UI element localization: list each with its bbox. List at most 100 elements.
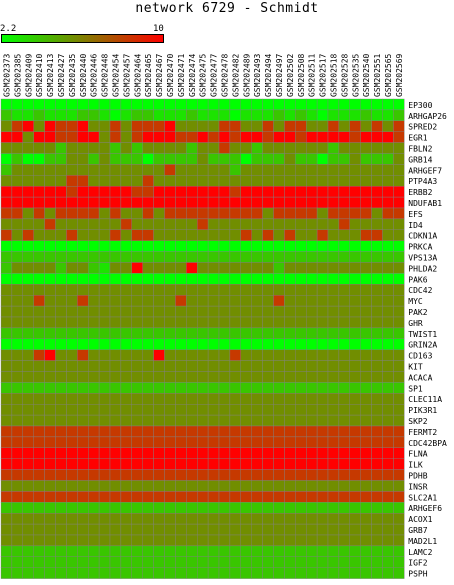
heatmap-cell	[77, 207, 89, 220]
heatmap-cell	[55, 273, 67, 285]
heatmap-cell	[175, 414, 187, 427]
heatmap-cell	[284, 545, 296, 558]
heatmap-cell	[186, 425, 198, 438]
heatmap-cell	[207, 131, 220, 143]
heatmap-cell	[284, 491, 296, 503]
heatmap-cell	[327, 185, 340, 198]
heatmap-cell	[327, 229, 340, 241]
heatmap-cell	[295, 556, 307, 568]
heatmap-cell	[338, 382, 350, 394]
heatmap-cell	[55, 196, 67, 209]
heatmap-cell	[229, 153, 241, 165]
heatmap-cell	[284, 262, 296, 274]
heatmap-cell	[77, 447, 89, 459]
column-label: GSM202385	[13, 53, 22, 97]
heatmap-cell	[207, 251, 220, 263]
heatmap-cell	[22, 207, 34, 220]
heatmap-cell	[77, 513, 89, 525]
heatmap-cell	[393, 393, 405, 405]
heatmap-cell	[164, 305, 176, 318]
heatmap-cell	[338, 513, 350, 525]
heatmap-cell	[338, 251, 350, 263]
heatmap-cell	[131, 447, 143, 459]
heatmap-cell	[175, 153, 187, 165]
heatmap-cell	[327, 502, 340, 514]
heatmap-cell	[371, 502, 383, 514]
heatmap-cell	[382, 262, 394, 274]
heatmap-cell	[44, 491, 56, 503]
heatmap-cell	[142, 185, 154, 198]
heatmap-cell	[316, 218, 329, 230]
heatmap-cell	[229, 556, 241, 568]
heatmap-cell	[284, 382, 296, 394]
heatmap-cell	[218, 414, 231, 427]
heatmap-cell	[218, 142, 231, 154]
heatmap-cell	[131, 371, 143, 383]
heatmap-cell	[120, 240, 133, 252]
heatmap-cell	[306, 273, 318, 285]
heatmap-cell	[262, 513, 274, 525]
row-label: FERMT2	[408, 428, 437, 437]
heatmap-cell	[175, 207, 187, 220]
heatmap-cell	[273, 360, 285, 372]
heatmap-cell	[98, 513, 111, 525]
heatmap-cell	[153, 207, 165, 220]
heatmap-cell	[109, 316, 122, 329]
column-label: GSM202457	[122, 53, 131, 97]
heatmap-cell	[338, 338, 350, 350]
heatmap-cell	[11, 273, 23, 285]
heatmap-cell	[55, 327, 67, 339]
heatmap-cell	[142, 295, 154, 307]
column-label: GSM202482	[231, 53, 240, 97]
heatmap-cell	[142, 131, 154, 143]
heatmap-cell	[22, 567, 34, 579]
heatmap-cell	[218, 327, 231, 339]
heatmap-cell	[153, 436, 165, 448]
heatmap-cell	[316, 207, 329, 220]
heatmap-cell	[316, 229, 329, 241]
heatmap-cell	[22, 534, 34, 547]
heatmap-cell	[22, 273, 34, 285]
heatmap-cell	[349, 404, 361, 416]
heatmap-cell	[11, 251, 23, 263]
heatmap-cell	[349, 142, 361, 154]
heatmap-cell	[251, 218, 263, 230]
heatmap-cell	[349, 196, 361, 209]
heatmap-cell	[186, 349, 198, 361]
row-label: SKP2	[408, 417, 427, 426]
heatmap-cell	[338, 98, 350, 111]
heatmap-cell	[196, 491, 209, 503]
heatmap-cell	[306, 196, 318, 209]
heatmap-cell	[360, 436, 372, 448]
heatmap-cell	[33, 393, 45, 405]
heatmap-cell	[251, 338, 263, 350]
heatmap-cell	[11, 207, 23, 220]
heatmap-cell	[207, 458, 220, 470]
heatmap-cell	[262, 142, 274, 154]
heatmap-cell	[175, 393, 187, 405]
heatmap-cell	[262, 229, 274, 241]
heatmap-cell	[360, 273, 372, 285]
heatmap-cell	[207, 502, 220, 514]
heatmap-cell	[44, 273, 56, 285]
heatmap-cell	[338, 502, 350, 514]
heatmap-cell	[55, 567, 67, 579]
heatmap-cell	[142, 360, 154, 372]
heatmap-cell	[153, 567, 165, 579]
heatmap-cell	[371, 131, 383, 143]
heatmap-cell	[87, 262, 100, 274]
heatmap-cell	[393, 251, 405, 263]
heatmap-cell	[109, 458, 122, 470]
heatmap-cell	[131, 436, 143, 448]
heatmap-cell	[371, 175, 383, 187]
heatmap-cell	[207, 447, 220, 459]
heatmap-cell	[338, 218, 350, 230]
heatmap-cell	[306, 349, 318, 361]
heatmap-cell	[142, 523, 154, 536]
heatmap-cell	[393, 327, 405, 339]
heatmap-cell	[382, 316, 394, 329]
heatmap-cell	[393, 349, 405, 361]
heatmap-cell	[44, 120, 56, 132]
heatmap-cell	[131, 240, 143, 252]
heatmap-cell	[33, 491, 45, 503]
